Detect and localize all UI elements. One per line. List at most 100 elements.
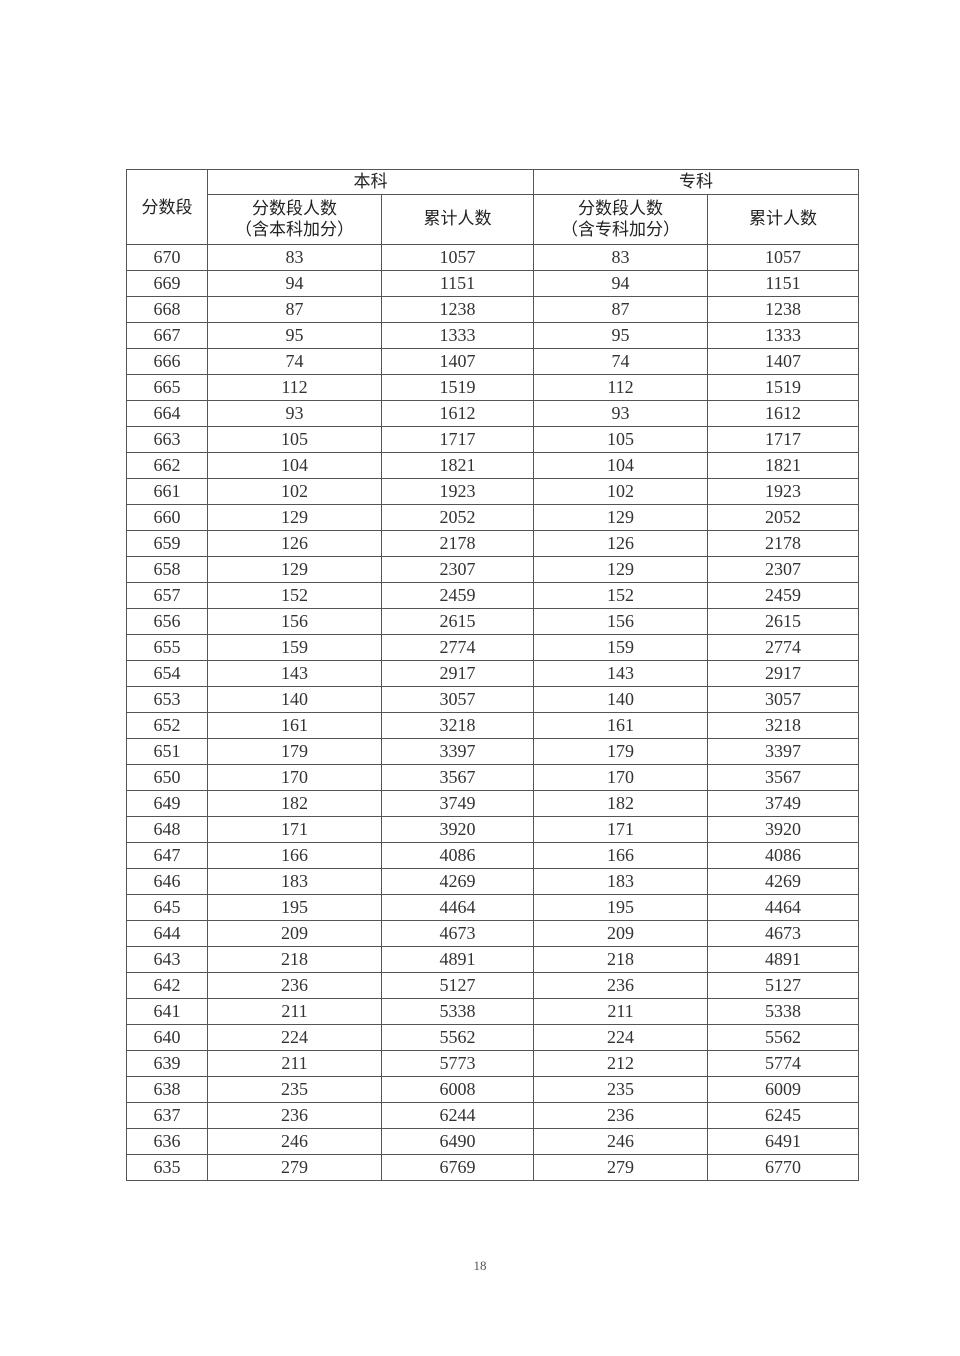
undergrad-count-cell: 102: [207, 478, 382, 505]
score-cell: 663: [126, 426, 208, 453]
header-score-band: 分数段: [126, 169, 208, 245]
undergrad-cumulative-cell: 1717: [381, 426, 534, 453]
undergrad-count-cell: 87: [207, 296, 382, 323]
college-cumulative-cell: 1057: [707, 244, 859, 271]
undergrad-cumulative-cell: 5338: [381, 998, 534, 1025]
table-row: 659 126 2178 126 2178: [126, 530, 859, 557]
score-cell: 649: [126, 790, 208, 817]
undergrad-count-cell: 166: [207, 842, 382, 869]
undergrad-cumulative-cell: 1612: [381, 400, 534, 427]
undergrad-cumulative-cell: 3749: [381, 790, 534, 817]
college-cumulative-cell: 5562: [707, 1024, 859, 1051]
score-cell: 651: [126, 738, 208, 765]
score-cell: 650: [126, 764, 208, 791]
undergrad-cumulative-cell: 1238: [381, 296, 534, 323]
college-cumulative-cell: 2459: [707, 582, 859, 609]
college-count-cell: 236: [533, 1102, 708, 1129]
college-cumulative-cell: 4464: [707, 894, 859, 921]
college-count-cell: 83: [533, 244, 708, 271]
score-cell: 652: [126, 712, 208, 739]
undergrad-count-cell: 105: [207, 426, 382, 453]
undergrad-cumulative-cell: 5562: [381, 1024, 534, 1051]
college-cumulative-cell: 3920: [707, 816, 859, 843]
undergrad-count-cell: 83: [207, 244, 382, 271]
undergrad-count-cell: 143: [207, 660, 382, 687]
undergrad-count-cell: 236: [207, 972, 382, 999]
college-count-cell: 129: [533, 504, 708, 531]
undergrad-cumulative-cell: 2774: [381, 634, 534, 661]
college-count-cell: 211: [533, 998, 708, 1025]
undergrad-cumulative-cell: 2615: [381, 608, 534, 635]
college-count-cell: 224: [533, 1024, 708, 1051]
undergrad-count-cell: 218: [207, 946, 382, 973]
undergrad-cumulative-cell: 3397: [381, 738, 534, 765]
college-cumulative-cell: 5127: [707, 972, 859, 999]
undergrad-count-cell: 159: [207, 634, 382, 661]
undergrad-cumulative-cell: 6769: [381, 1154, 534, 1181]
undergrad-count-cell: 104: [207, 452, 382, 479]
score-cell: 658: [126, 556, 208, 583]
table-row: 660 129 2052 129 2052: [126, 504, 859, 531]
undergrad-count-cell: 183: [207, 868, 382, 895]
undergrad-count-cell: 235: [207, 1076, 382, 1103]
table-row: 670 83 1057 83 1057: [126, 244, 859, 271]
score-cell: 640: [126, 1024, 208, 1051]
college-cumulative-cell: 2052: [707, 504, 859, 531]
college-count-cell: 152: [533, 582, 708, 609]
undergrad-cumulative-cell: 2052: [381, 504, 534, 531]
table-row: 661 102 1923 102 1923: [126, 478, 859, 505]
score-cell: 643: [126, 946, 208, 973]
undergrad-cumulative-cell: 6490: [381, 1128, 534, 1155]
score-cell: 659: [126, 530, 208, 557]
college-cumulative-cell: 3218: [707, 712, 859, 739]
college-cumulative-cell: 3397: [707, 738, 859, 765]
college-cumulative-cell: 4269: [707, 868, 859, 895]
undergrad-cumulative-cell: 6244: [381, 1102, 534, 1129]
page-number: 18: [473, 1258, 487, 1273]
undergrad-count-cell: 94: [207, 270, 382, 297]
score-cell: 661: [126, 478, 208, 505]
college-cumulative-cell: 5338: [707, 998, 859, 1025]
undergrad-cumulative-cell: 1333: [381, 322, 534, 349]
undergrad-cumulative-cell: 3920: [381, 816, 534, 843]
undergrad-count-cell: 95: [207, 322, 382, 349]
table-row: 664 93 1612 93 1612: [126, 400, 859, 427]
college-count-cell: 218: [533, 946, 708, 973]
undergrad-cumulative-cell: 6008: [381, 1076, 534, 1103]
undergrad-cumulative-cell: 2917: [381, 660, 534, 687]
college-count-cell: 171: [533, 816, 708, 843]
college-cumulative-cell: 1407: [707, 348, 859, 375]
table-row: 650 170 3567 170 3567: [126, 764, 859, 791]
college-cumulative-cell: 4086: [707, 842, 859, 869]
score-cell: 642: [126, 972, 208, 999]
college-cumulative-cell: 1821: [707, 452, 859, 479]
undergrad-count-cell: 112: [207, 374, 382, 401]
score-cell: 637: [126, 1102, 208, 1129]
header-line: 分数段人数: [252, 198, 337, 219]
undergrad-count-cell: 179: [207, 738, 382, 765]
table-row: 657 152 2459 152 2459: [126, 582, 859, 609]
table-row: 640 224 5562 224 5562: [126, 1024, 859, 1051]
table-row: 642 236 5127 236 5127: [126, 972, 859, 999]
header-undergrad-count: 分数段人数 （含本科加分）: [207, 194, 382, 245]
college-cumulative-cell: 2917: [707, 660, 859, 687]
score-cell: 648: [126, 816, 208, 843]
college-cumulative-cell: 1333: [707, 322, 859, 349]
undergrad-cumulative-cell: 5127: [381, 972, 534, 999]
table-row: 666 74 1407 74 1407: [126, 348, 859, 375]
college-count-cell: 195: [533, 894, 708, 921]
undergrad-count-cell: 152: [207, 582, 382, 609]
undergrad-count-cell: 211: [207, 998, 382, 1025]
table-row: 662 104 1821 104 1821: [126, 452, 859, 479]
table-row: 665 112 1519 112 1519: [126, 374, 859, 401]
college-cumulative-cell: 6245: [707, 1102, 859, 1129]
table-row: 651 179 3397 179 3397: [126, 738, 859, 765]
undergrad-cumulative-cell: 4269: [381, 868, 534, 895]
table-row: 667 95 1333 95 1333: [126, 322, 859, 349]
undergrad-count-cell: 171: [207, 816, 382, 843]
header-line: （含本科加分）: [235, 219, 354, 240]
college-cumulative-cell: 4891: [707, 946, 859, 973]
undergrad-count-cell: 211: [207, 1050, 382, 1077]
college-count-cell: 104: [533, 452, 708, 479]
undergrad-count-cell: 236: [207, 1102, 382, 1129]
